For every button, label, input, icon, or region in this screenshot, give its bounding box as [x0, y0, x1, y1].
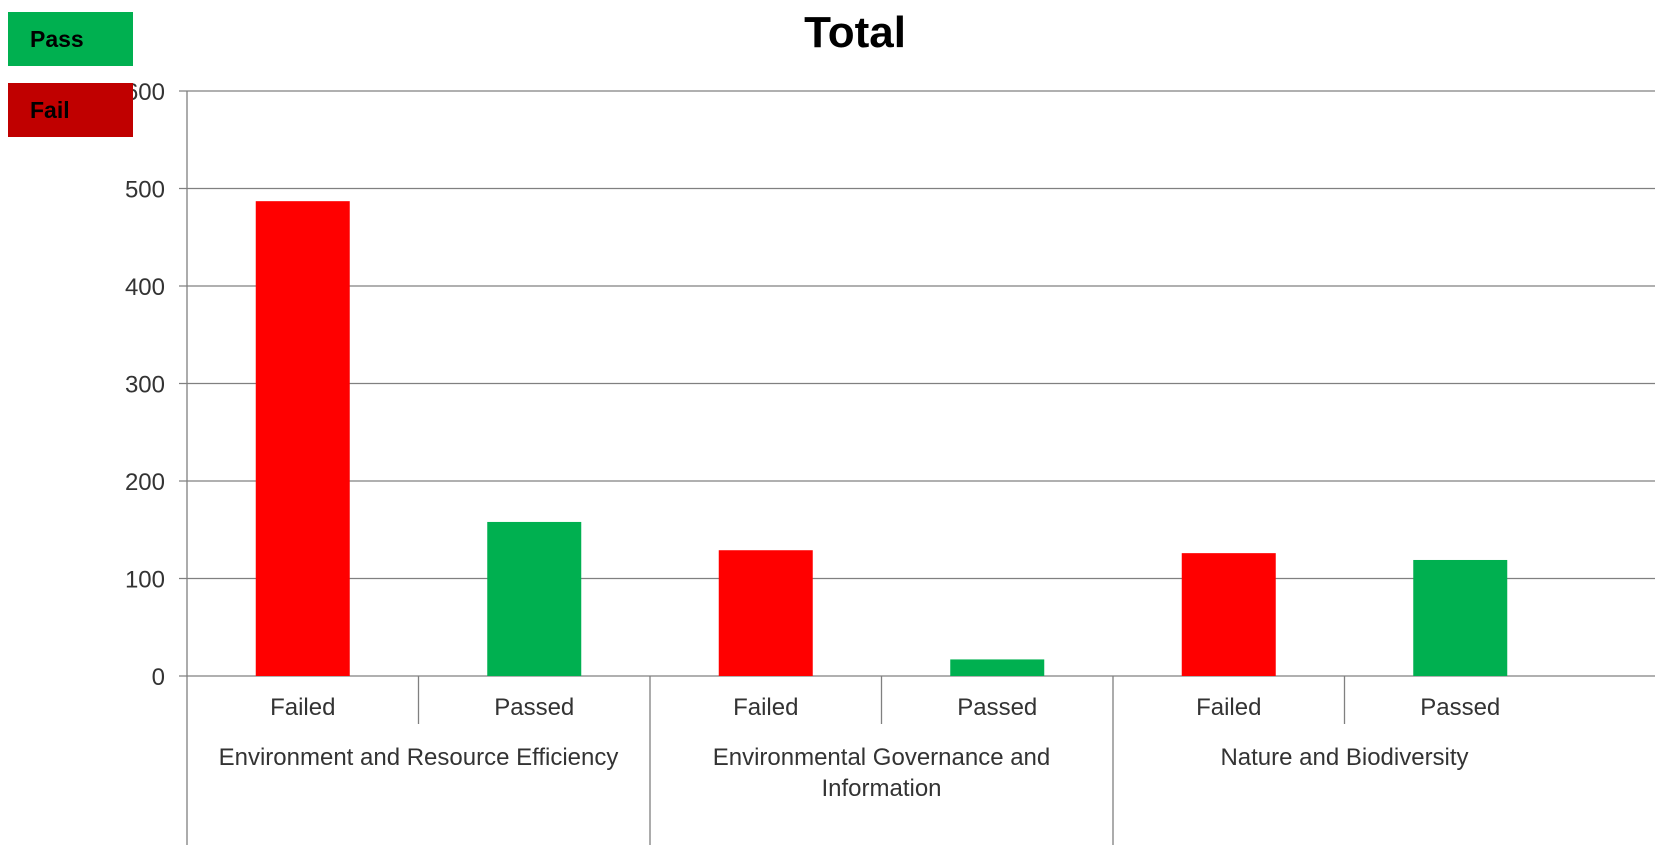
bar-pass: [487, 521, 582, 676]
bar-pass: [950, 659, 1045, 676]
legend-item-fail: Fail: [8, 83, 133, 137]
y-tick-label: 500: [125, 177, 165, 204]
chart-title: Total: [804, 8, 906, 57]
legend-label-pass: Pass: [30, 25, 84, 52]
x-category-label: Failed: [733, 694, 798, 721]
x-category-label: Failed: [270, 694, 335, 721]
legend-item-pass: Pass: [8, 12, 133, 66]
x-group-label: Environmental Governance and Information: [713, 744, 1051, 802]
x-category-label: Passed: [494, 694, 574, 721]
x-category-label: Passed: [1420, 694, 1500, 721]
x-category-label: Passed: [957, 694, 1037, 721]
gridlines: [179, 90, 1655, 677]
x-group-label: Environment and Resource Efficiency: [219, 744, 619, 771]
bar-fail: [718, 550, 813, 676]
bar-fail: [255, 201, 350, 677]
bar-pass: [1413, 559, 1508, 676]
y-tick-label: 0: [152, 664, 165, 691]
y-tick-label: 400: [125, 274, 165, 301]
bar-fail: [1181, 553, 1276, 676]
x-group-label: Nature and Biodiversity: [1220, 744, 1468, 771]
y-tick-label: 300: [125, 372, 165, 399]
y-tick-label: 100: [125, 567, 165, 594]
legend-label-fail: Fail: [30, 96, 70, 123]
bars: [255, 201, 1508, 677]
x-category-label: Failed: [1196, 694, 1261, 721]
y-tick-label: 200: [125, 469, 165, 496]
x-axis-labels: Failed Passed Failed Passed Failed Passed Envi…: [219, 694, 1501, 802]
axes: [186, 91, 1346, 845]
